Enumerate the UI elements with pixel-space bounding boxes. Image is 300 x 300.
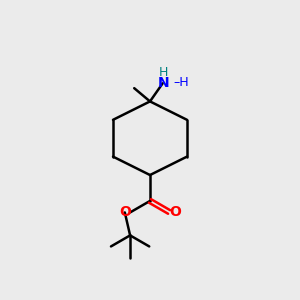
Text: N: N <box>158 76 170 90</box>
Text: –H: –H <box>173 76 189 89</box>
Text: O: O <box>169 205 181 219</box>
Text: O: O <box>119 206 131 219</box>
Text: H: H <box>159 66 168 79</box>
